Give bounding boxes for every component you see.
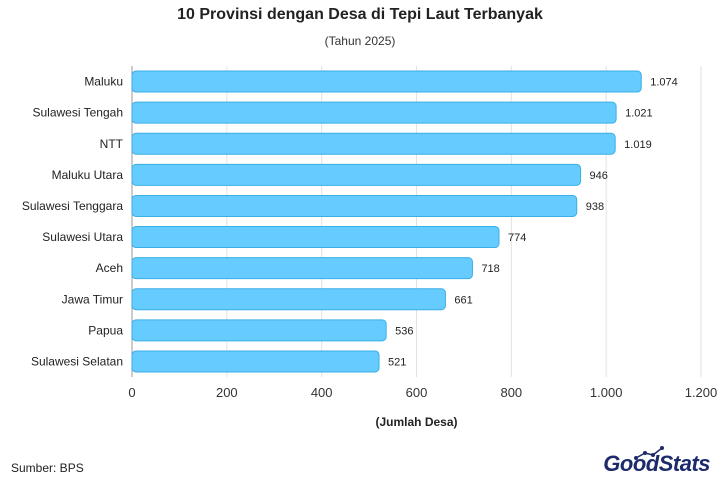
bar-8 — [131, 319, 387, 342]
category-label-8: Papua — [88, 323, 123, 337]
value-label-2: 1.019 — [624, 139, 652, 151]
logo-stats: Stats — [658, 451, 711, 476]
x-tick-label-6: 1.200 — [685, 385, 718, 400]
bar-0 — [131, 70, 642, 93]
x-axis-label: (Jumlah Desa) — [375, 415, 457, 429]
bar-5 — [131, 226, 500, 249]
value-label-6: 718 — [481, 263, 499, 275]
category-label-9: Sulawesi Selatan — [31, 354, 123, 368]
category-label-5: Sulawesi Utara — [42, 230, 123, 244]
bar-3 — [131, 163, 582, 186]
x-tick-label-4: 800 — [500, 385, 522, 400]
value-label-7: 661 — [454, 294, 472, 306]
chart-subtitle: (Tahun 2025) — [324, 34, 396, 48]
bar-7 — [131, 288, 446, 311]
value-label-4: 938 — [586, 201, 604, 213]
x-tick-label-1: 200 — [216, 385, 238, 400]
x-tick-label-2: 400 — [311, 385, 333, 400]
x-tick-label-3: 600 — [406, 385, 428, 400]
source-note: Sumber: BPS — [11, 461, 84, 475]
bar-4 — [131, 194, 578, 217]
category-label-0: Maluku — [84, 75, 123, 89]
bar-chart: 0 200 400 600 800 1.000 1.200 Maluku 1.074 Sulawe… — [22, 66, 718, 429]
value-label-1: 1.021 — [625, 108, 653, 120]
value-label-5: 774 — [508, 232, 526, 244]
bar-6 — [131, 257, 473, 280]
category-label-4: Sulawesi Tenggara — [22, 199, 124, 213]
category-label-6: Aceh — [96, 261, 123, 275]
bar-9 — [131, 350, 380, 373]
logo-mark-icon — [634, 446, 664, 460]
x-tick-label-0: 0 — [128, 385, 135, 400]
category-label-1: Sulawesi Tengah — [32, 106, 123, 120]
value-label-8: 536 — [395, 325, 413, 337]
bar-1 — [131, 101, 617, 124]
goodstats-logo: GoodStats — [603, 451, 710, 477]
logo-good: Good — [603, 451, 659, 476]
category-label-2: NTT — [100, 137, 124, 151]
category-label-3: Maluku Utara — [52, 168, 124, 182]
value-label-9: 521 — [388, 356, 406, 368]
category-label-7: Jawa Timur — [62, 292, 123, 306]
chart-title: 10 Provinsi dengan Desa di Tepi Laut Ter… — [177, 6, 543, 23]
bar-2 — [131, 132, 616, 155]
x-tick-label-5: 1.000 — [590, 385, 623, 400]
value-label-3: 946 — [590, 170, 608, 182]
value-label-0: 1.074 — [650, 77, 678, 89]
